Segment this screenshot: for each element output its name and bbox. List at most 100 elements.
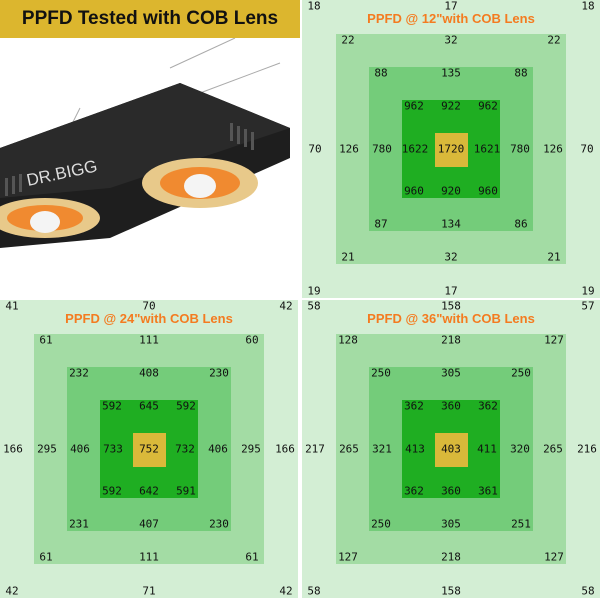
ppfd-value: 18	[307, 0, 321, 13]
ppfd-value: 265	[543, 442, 563, 456]
ppfd-value: 21	[547, 250, 561, 264]
ppfd-value: 127	[544, 333, 564, 347]
ppfd-value: 1622	[401, 142, 429, 156]
ppfd-value: 361	[478, 484, 498, 498]
ppfd-value: 962	[478, 99, 498, 113]
ppfd-value: 320	[510, 442, 530, 456]
ppfd-value: 22	[341, 33, 355, 47]
ppfd-value: 70	[142, 299, 156, 313]
grow-light-illustration: DR.BIGG	[0, 37, 290, 248]
ppfd-value: 71	[142, 584, 156, 598]
ppfd-value: 216	[577, 442, 597, 456]
ppfd-value: 61	[245, 550, 259, 564]
ppfd-value: 22	[547, 33, 561, 47]
ppfd-value: 217	[305, 442, 325, 456]
ppfd-value: 127	[544, 550, 564, 564]
ppfd-value: 250	[371, 517, 391, 531]
ppfd-value: 127	[338, 550, 358, 564]
ppfd-value: 362	[404, 399, 424, 413]
ppfd-value: 218	[441, 550, 461, 564]
ppfd-value: 295	[37, 442, 57, 456]
ppfd-value: 1621	[473, 142, 501, 156]
ppfd-value: 126	[543, 142, 563, 156]
ppfd-value: 230	[209, 517, 229, 531]
ppfd-value: 922	[441, 99, 461, 113]
ppfd-value: 230	[209, 366, 229, 380]
ppfd-zone-center	[435, 433, 468, 467]
ppfd-value: 732	[175, 442, 195, 456]
ppfd-map-panel: PPFD @ 36"with COB Lens 58 158 57 217 216 58 15…	[302, 300, 600, 598]
ppfd-value: 406	[70, 442, 90, 456]
ppfd-value: 321	[372, 442, 392, 456]
ppfd-value: 780	[372, 142, 392, 156]
ppfd-value: 591	[176, 484, 196, 498]
ppfd-value: 642	[139, 484, 159, 498]
ppfd-value: 158	[441, 299, 461, 313]
ppfd-value: 58	[581, 584, 595, 598]
ppfd-value: 411	[477, 442, 497, 456]
ppfd-value: 166	[3, 442, 23, 456]
ppfd-map-panel: PPFD @ 24"with COB Lens 41 70 42 166 166 42 71 4…	[0, 300, 298, 598]
ppfd-value: 232	[69, 366, 89, 380]
ppfd-value: 17	[444, 284, 458, 298]
panel-title: PPFD @ 24"with COB Lens	[65, 311, 233, 326]
ppfd-value: 592	[102, 399, 122, 413]
title-banner: PPFD Tested with COB Lens	[0, 0, 300, 38]
ppfd-value: 960	[478, 184, 498, 198]
panel-title: PPFD @ 12"with COB Lens	[367, 11, 535, 26]
ppfd-value: 305	[441, 517, 461, 531]
ppfd-value: 18	[581, 0, 595, 13]
ppfd-value: 305	[441, 366, 461, 380]
panel-title: PPFD @ 36"with COB Lens	[367, 311, 535, 326]
ppfd-value: 135	[441, 66, 461, 80]
ppfd-value: 42	[5, 584, 19, 598]
ppfd-value: 218	[441, 333, 461, 347]
ppfd-value: 960	[404, 184, 424, 198]
ppfd-value: 250	[511, 366, 531, 380]
ppfd-value: 41	[5, 299, 19, 313]
ppfd-value: 360	[441, 484, 461, 498]
ppfd-value: 86	[514, 217, 528, 231]
ppfd-value: 61	[39, 550, 53, 564]
ppfd-value: 733	[103, 442, 123, 456]
ppfd-value: 111	[139, 550, 159, 564]
ppfd-value: 87	[374, 217, 388, 231]
ppfd-value: 158	[441, 584, 461, 598]
ppfd-value: 70	[580, 142, 594, 156]
ppfd-value: 592	[102, 484, 122, 498]
ppfd-value: 60	[245, 333, 259, 347]
ppfd-value: 32	[444, 33, 458, 47]
ppfd-value: 58	[307, 584, 321, 598]
ppfd-value: 362	[478, 399, 498, 413]
ppfd-value: 251	[511, 517, 531, 531]
ppfd-value: 19	[581, 284, 595, 298]
ppfd-value: 88	[514, 66, 528, 80]
ppfd-value: 70	[308, 142, 322, 156]
ppfd-value: 1720	[437, 142, 465, 156]
ppfd-value: 231	[69, 517, 89, 531]
product-photo: DR.BIGG	[0, 37, 300, 298]
ppfd-value: 360	[441, 399, 461, 413]
ppfd-value: 42	[279, 584, 293, 598]
ppfd-value: 413	[405, 442, 425, 456]
ppfd-value: 88	[374, 66, 388, 80]
ppfd-value: 57	[581, 299, 595, 313]
ppfd-value: 58	[307, 299, 321, 313]
ppfd-value: 362	[404, 484, 424, 498]
ppfd-value: 780	[510, 142, 530, 156]
ppfd-value: 645	[139, 399, 159, 413]
ppfd-value: 134	[441, 217, 461, 231]
ppfd-value: 128	[338, 333, 358, 347]
ppfd-value: 126	[339, 142, 359, 156]
ppfd-value: 111	[139, 333, 159, 347]
ppfd-value: 962	[404, 99, 424, 113]
ppfd-value: 592	[176, 399, 196, 413]
ppfd-value: 32	[444, 250, 458, 264]
ppfd-value: 17	[444, 0, 458, 13]
ppfd-zone-center	[435, 133, 468, 167]
ppfd-zone-center	[133, 433, 166, 467]
ppfd-value: 920	[441, 184, 461, 198]
ppfd-value: 166	[275, 442, 295, 456]
ppfd-map-panel: PPFD @ 12"with COB Lens 18 17 18 70 70 19 17 19 2…	[302, 0, 600, 298]
